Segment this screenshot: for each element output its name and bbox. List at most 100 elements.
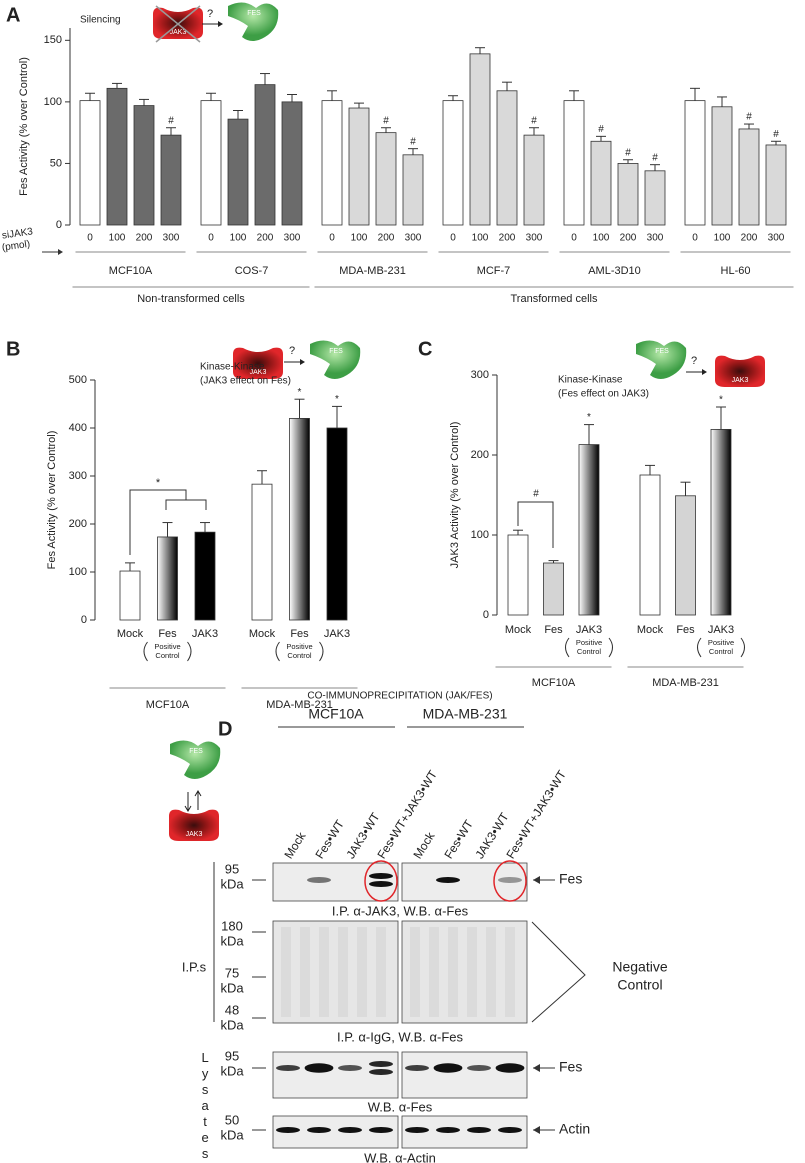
bar bbox=[348, 107, 370, 226]
jak3-icon: JAK3 bbox=[169, 809, 219, 841]
significance-mark: * bbox=[298, 387, 302, 398]
y-tick-label: 0 bbox=[81, 614, 87, 626]
marker-unit: kDa bbox=[220, 933, 244, 948]
bar bbox=[133, 105, 155, 226]
bar bbox=[543, 562, 564, 616]
x-tick-label: 100 bbox=[351, 233, 368, 244]
lane-label: Fes•WT bbox=[441, 817, 476, 861]
icon-label: JAK3 bbox=[186, 831, 203, 838]
bar bbox=[675, 495, 696, 616]
y-tick-label: 400 bbox=[69, 422, 87, 434]
bar bbox=[194, 531, 216, 621]
parenthesis bbox=[565, 637, 613, 658]
marker-unit: kDa bbox=[220, 876, 244, 891]
group-label: MCF-7 bbox=[477, 265, 511, 277]
x-tick-label: JAK3 bbox=[576, 624, 602, 636]
x-tick-label: 300 bbox=[284, 233, 301, 244]
question: ? bbox=[207, 8, 213, 20]
bar bbox=[119, 570, 141, 621]
band bbox=[498, 1127, 522, 1133]
x-tick-label: 200 bbox=[741, 233, 758, 244]
fes-icon: FES bbox=[228, 2, 279, 42]
x-tick-label: 200 bbox=[378, 233, 395, 244]
arrow-head bbox=[533, 1064, 540, 1072]
bar bbox=[326, 427, 348, 621]
panel-label: A bbox=[6, 4, 20, 26]
category-note: Positive bbox=[154, 642, 180, 651]
y-axis-label: Fes Activity (% over Control) bbox=[18, 57, 30, 196]
x-tick-label: 100 bbox=[593, 233, 610, 244]
bar bbox=[251, 483, 273, 621]
marker-size: 95 bbox=[225, 861, 239, 876]
marker-unit: kDa bbox=[220, 980, 244, 995]
y-tick-label: 300 bbox=[69, 470, 87, 482]
x-tick-label: 300 bbox=[647, 233, 664, 244]
x-tick-label: 300 bbox=[768, 233, 785, 244]
y-tick-label: 300 bbox=[471, 369, 489, 381]
group-label: HL-60 bbox=[721, 265, 751, 277]
band bbox=[338, 1065, 362, 1071]
lane-label: Mock bbox=[410, 829, 438, 862]
group-label: MCF10A bbox=[146, 699, 190, 711]
smear bbox=[505, 927, 515, 1017]
binding-arrows bbox=[184, 790, 202, 812]
significance-mark: # bbox=[598, 124, 604, 135]
panel-title: Kinase-Kinase bbox=[558, 375, 623, 386]
icon-label: JAK3 bbox=[732, 377, 749, 384]
category-note: Control bbox=[577, 647, 602, 656]
bar bbox=[644, 170, 666, 226]
x-tick-label: Mock bbox=[637, 624, 664, 636]
smear bbox=[410, 927, 420, 1017]
significance-mark: # bbox=[531, 115, 537, 126]
significance-mark: * bbox=[719, 395, 723, 406]
smear bbox=[338, 927, 348, 1017]
marker-size: 180 bbox=[221, 918, 243, 933]
band bbox=[276, 1065, 300, 1071]
x-tick-label: Fes bbox=[290, 628, 309, 640]
x-tick-label: 0 bbox=[208, 233, 214, 244]
arrow-head bbox=[58, 249, 63, 255]
band bbox=[307, 877, 331, 883]
band bbox=[405, 1127, 429, 1133]
significance-mark: # bbox=[773, 129, 779, 140]
significance-mark: # bbox=[625, 147, 631, 158]
smear bbox=[486, 927, 496, 1017]
x-tick-label: 300 bbox=[163, 233, 180, 244]
bar bbox=[375, 132, 397, 226]
significance-mark: # bbox=[746, 112, 752, 123]
y-axis-label: Fes Activity (% over Control) bbox=[46, 431, 58, 570]
x-tick-label: 0 bbox=[450, 233, 456, 244]
panel-title: (JAK3 effect on Fes) bbox=[200, 376, 291, 387]
bar bbox=[157, 536, 178, 621]
marker-size: 48 bbox=[225, 1002, 239, 1017]
question: ? bbox=[289, 345, 295, 357]
bracket bbox=[129, 489, 207, 555]
question: ? bbox=[691, 355, 697, 367]
band bbox=[307, 1127, 331, 1133]
band bbox=[436, 877, 460, 883]
arrow-head bbox=[218, 21, 223, 27]
group-label: COS-7 bbox=[235, 265, 269, 277]
bar bbox=[684, 100, 706, 226]
significance-mark: # bbox=[652, 152, 658, 163]
target-label: Actin bbox=[559, 1121, 590, 1137]
marker-unit: kDa bbox=[220, 1017, 244, 1032]
bar bbox=[639, 474, 661, 616]
bar bbox=[523, 134, 545, 226]
bracket bbox=[517, 501, 554, 548]
target-label: Fes bbox=[559, 871, 582, 887]
smear bbox=[300, 927, 310, 1017]
x-tick-label: 0 bbox=[329, 233, 335, 244]
cell-line: MDA-MB-231 bbox=[423, 706, 508, 722]
bar bbox=[711, 106, 733, 226]
target-label: Control bbox=[617, 977, 662, 993]
smear bbox=[319, 927, 329, 1017]
x-tick-label: Fes bbox=[544, 624, 563, 636]
bar bbox=[289, 417, 310, 621]
group-label: MDA-MB-231 bbox=[652, 677, 719, 689]
x-tick-label: 200 bbox=[499, 233, 516, 244]
x-tick-label: JAK3 bbox=[324, 628, 350, 640]
x-tick-label: 100 bbox=[109, 233, 126, 244]
x-tick-label: 200 bbox=[257, 233, 274, 244]
